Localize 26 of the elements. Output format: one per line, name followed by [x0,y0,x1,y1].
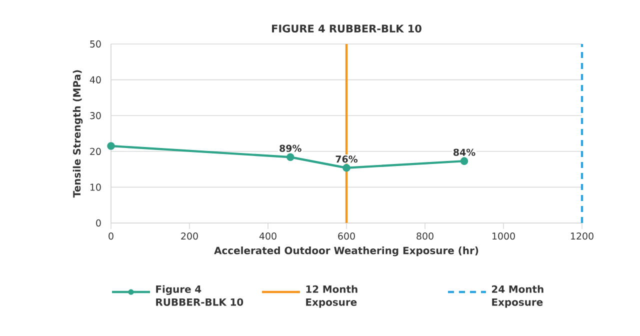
y-tick-label: 0 [96,219,101,227]
annotation: 76% [336,156,358,163]
point [460,157,468,165]
x-tick-label: 600 [338,232,355,240]
legend-label: Figure 4 RUBBER-BLK 10 [156,285,244,306]
y-tick-label: 20 [90,148,101,155]
x-tick-label: 1000 [492,232,515,240]
point [342,164,350,172]
y-tick-label: 10 [90,184,101,191]
annotation: 89% [280,144,302,152]
y-tick-label: 30 [90,112,101,120]
annotation: 84% [454,148,476,156]
legend-label: 12 Month Exposure [306,285,358,308]
x-tick-label: 200 [181,232,198,240]
point [286,153,294,162]
point [107,142,115,150]
y-tick-label: 40 [90,76,101,84]
x-tick-label: 1200 [571,232,594,240]
x-tick-label: 400 [259,232,276,240]
legend-label: 24 Month Exposure [492,285,544,308]
chart-title: FIGURE 4 RUBBER-BLK 10 [272,24,422,32]
x-tick-label: 0 [108,232,114,240]
x-tick-label: 800 [416,232,434,240]
y-axis-title: Tensile Strength (MPa) [72,70,83,198]
x-axis-title: Accelerated Outdoor Weathering Exposure (hr) [214,246,478,256]
y-tick-label: 50 [90,40,101,48]
